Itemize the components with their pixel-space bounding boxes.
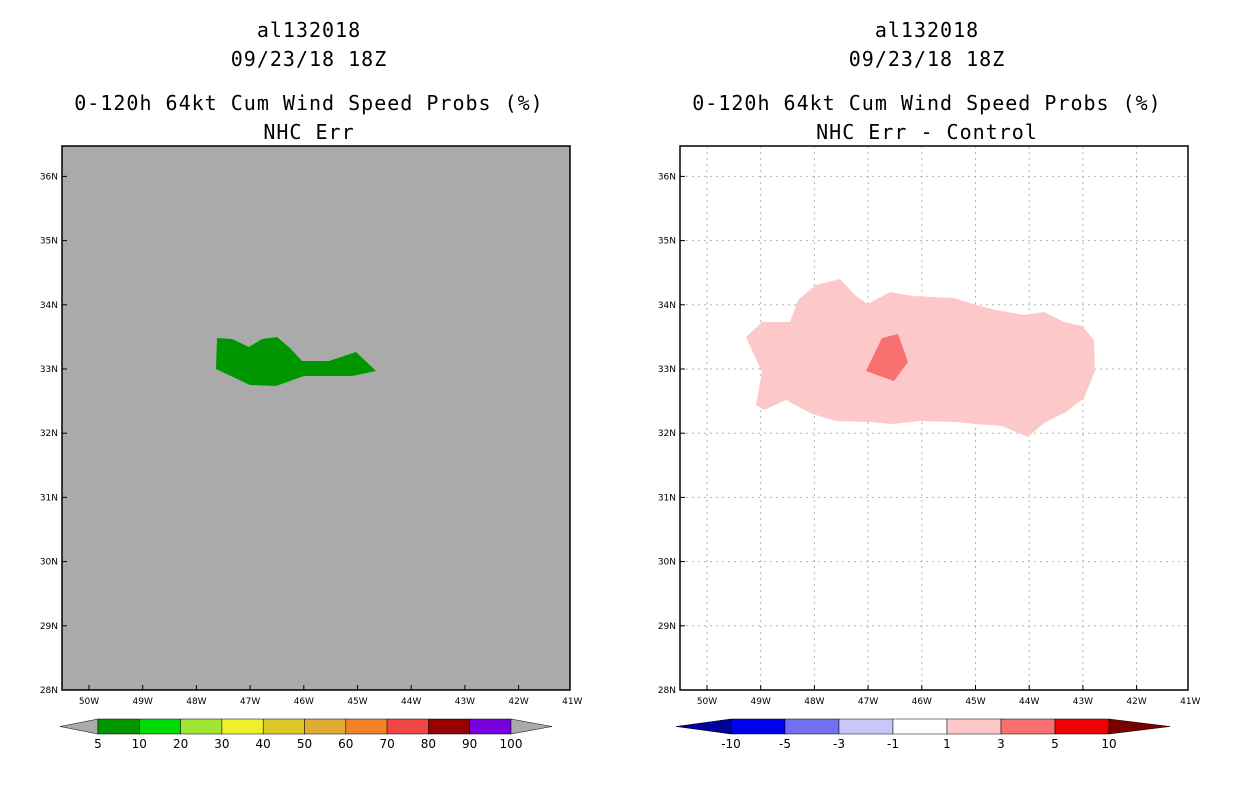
left-map-frame	[61, 145, 571, 691]
lon-label: 43W	[455, 697, 475, 707]
difference-area-1-3	[746, 279, 1095, 437]
lat-label: 33N	[40, 365, 58, 375]
lat-label: 32N	[40, 429, 58, 439]
colorbar-swatch	[838, 718, 894, 735]
colorbar-right-arrow	[510, 718, 553, 735]
colorbar-label: -3	[833, 737, 845, 751]
colorbar-swatch	[180, 718, 223, 735]
colorbar-label: 1	[943, 737, 951, 751]
left-datetime: 09/23/18 18Z	[230, 47, 388, 71]
colorbar-label: 100	[500, 737, 523, 751]
right-datetime: 09/23/18 18Z	[848, 47, 1006, 71]
left-map-background	[62, 146, 570, 690]
left-storm-id: al132018	[256, 18, 362, 42]
lat-label: 31N	[658, 493, 676, 503]
lat-label: 36N	[658, 172, 676, 182]
lon-label: 48W	[804, 697, 824, 707]
lat-label: 33N	[658, 365, 676, 375]
lon-label: 45W	[347, 697, 367, 707]
colorbar-label: -10	[721, 737, 741, 751]
lat-label: 30N	[40, 558, 58, 568]
lon-label: 42W	[1126, 697, 1146, 707]
right-panel: al132018 09/23/18 18Z 0-120h 64kt Cum Wi…	[618, 0, 1236, 800]
colorbar-swatch	[1054, 718, 1110, 735]
lon-label: 47W	[858, 697, 878, 707]
difference-area-3-5	[866, 334, 908, 381]
colorbar-label: 90	[462, 737, 477, 751]
left-colorbar: 5 10 20 30 40 50 60 70 80 90 100	[59, 718, 553, 751]
colorbar-swatch	[221, 718, 264, 735]
lon-label: 41W	[1180, 697, 1200, 707]
lon-label: 41W	[562, 697, 582, 707]
lat-label: 28N	[40, 686, 58, 696]
right-product-title: 0-120h 64kt Cum Wind Speed Probs (%)	[692, 91, 1162, 115]
colorbar-swatch	[892, 718, 948, 735]
colorbar-label: -5	[779, 737, 791, 751]
left-subtitle: NHC Err	[263, 120, 355, 144]
colorbar-label: 50	[297, 737, 312, 751]
colorbar-label: 80	[421, 737, 436, 751]
lat-label: 35N	[40, 237, 58, 247]
colorbar-label: 10	[1101, 737, 1116, 751]
colorbar-label: 5	[94, 737, 102, 751]
probability-area-5-10	[216, 337, 376, 386]
lon-label: 43W	[1073, 697, 1093, 707]
colorbar-swatch	[386, 718, 429, 735]
colorbar-swatch	[345, 718, 388, 735]
colorbar-label: 3	[997, 737, 1005, 751]
lon-label: 49W	[751, 697, 771, 707]
left-map: 28N 29N 30N 31N 32N 33N 34N 35N 36N 50W 49W 48W 47W…	[40, 145, 583, 751]
lat-label: 30N	[658, 558, 676, 568]
colorbar-left-arrow	[59, 718, 99, 735]
colorbar-swatch	[97, 718, 140, 735]
colorbar-label: -1	[887, 737, 899, 751]
colorbar-swatch	[730, 718, 786, 735]
lon-label: 48W	[186, 697, 206, 707]
colorbar-label: 5	[1051, 737, 1059, 751]
colorbar-swatch	[469, 718, 512, 735]
lat-label: 36N	[40, 172, 58, 182]
colorbar-swatch	[139, 718, 181, 735]
right-colorbar: -10 -5 -3 -1 1 3 5 10	[675, 718, 1171, 751]
colorbar-label: 40	[256, 737, 271, 751]
colorbar-label: 30	[214, 737, 229, 751]
colorbar-swatch	[1000, 718, 1056, 735]
colorbar-label: 70	[379, 737, 394, 751]
lon-label: 44W	[401, 697, 421, 707]
lat-label: 29N	[658, 622, 676, 632]
colorbar-swatch	[304, 718, 347, 735]
lat-label: 35N	[658, 237, 676, 247]
colorbar-swatch	[262, 718, 305, 735]
lon-label: 44W	[1019, 697, 1039, 707]
colorbar-left-arrow	[675, 718, 732, 735]
left-panel: al132018 09/23/18 18Z 0-120h 64kt Cum Wi…	[40, 18, 583, 751]
colorbar-swatch	[784, 718, 840, 735]
lat-label: 28N	[658, 686, 676, 696]
lat-label: 34N	[40, 301, 58, 311]
lon-label: 47W	[240, 697, 260, 707]
colorbar-right-arrow	[1108, 718, 1171, 735]
lon-label: 45W	[965, 697, 985, 707]
right-map: 28N 29N 30N 31N 32N 33N 34N 35N 36N 50W 49W 48W 47W…	[658, 145, 1201, 751]
lon-label: 46W	[912, 697, 932, 707]
left-product-title: 0-120h 64kt Cum Wind Speed Probs (%)	[74, 91, 544, 115]
right-subtitle: NHC Err - Control	[816, 120, 1038, 144]
colorbar-swatch	[428, 718, 470, 735]
right-map-frame	[679, 145, 1189, 691]
right-storm-id: al132018	[874, 18, 980, 42]
colorbar-swatch	[946, 718, 1002, 735]
lat-label: 31N	[40, 493, 58, 503]
lon-label: 49W	[133, 697, 153, 707]
lon-label: 50W	[697, 697, 717, 707]
lon-label: 50W	[79, 697, 99, 707]
colorbar-label: 20	[173, 737, 188, 751]
lat-label: 32N	[658, 429, 676, 439]
lat-label: 29N	[40, 622, 58, 632]
lon-label: 46W	[294, 697, 314, 707]
colorbar-label: 60	[338, 737, 353, 751]
lat-label: 34N	[658, 301, 676, 311]
lon-label: 42W	[508, 697, 528, 707]
colorbar-label: 10	[132, 737, 147, 751]
